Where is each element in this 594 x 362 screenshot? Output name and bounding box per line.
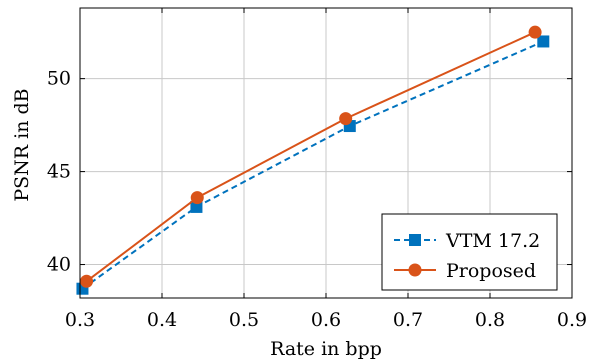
legend-entry: VTM 17.2 [394,230,540,252]
x-tick-label: 0.4 [147,309,177,331]
data-point [537,35,550,48]
x-tick-labels: 0.3 0.4 0.5 0.6 0.7 0.8 0.9 [65,309,587,331]
data-point [190,191,204,205]
legend-label: Proposed [446,260,536,282]
y-tick-label: 40 [47,254,71,276]
series-circle [80,25,542,288]
data-point [343,120,356,133]
legend-marker [409,234,421,246]
x-tick-label: 0.6 [311,309,341,331]
ticks [79,8,573,298]
y-tick-label: 45 [47,161,71,183]
legend-label: VTM 17.2 [445,230,540,252]
data-point [528,25,542,39]
series-line [81,40,544,290]
series-line [85,31,536,283]
series-layer [76,25,550,295]
x-tick-label: 0.8 [475,309,505,331]
legend-box [381,213,558,291]
legend: VTM 17.2 Proposed [381,213,558,291]
x-tick-label: 0.9 [557,309,587,331]
x-axis-label: Rate in bpp [270,338,382,360]
x-tick-label: 0.5 [229,309,259,331]
legend-marker [408,263,422,277]
y-tick-label: 50 [47,68,71,90]
legend-entries: VTM 17.2 Proposed [394,230,540,282]
data-point [339,112,353,126]
data-point [190,200,203,213]
x-tick-label: 0.7 [393,309,423,331]
data-point [80,274,94,288]
y-tick-labels: 40 45 50 [47,68,71,276]
legend-entry: Proposed [394,260,536,282]
x-tick-label: 0.3 [65,309,95,331]
y-axis-label: PSNR in dB [11,88,33,201]
